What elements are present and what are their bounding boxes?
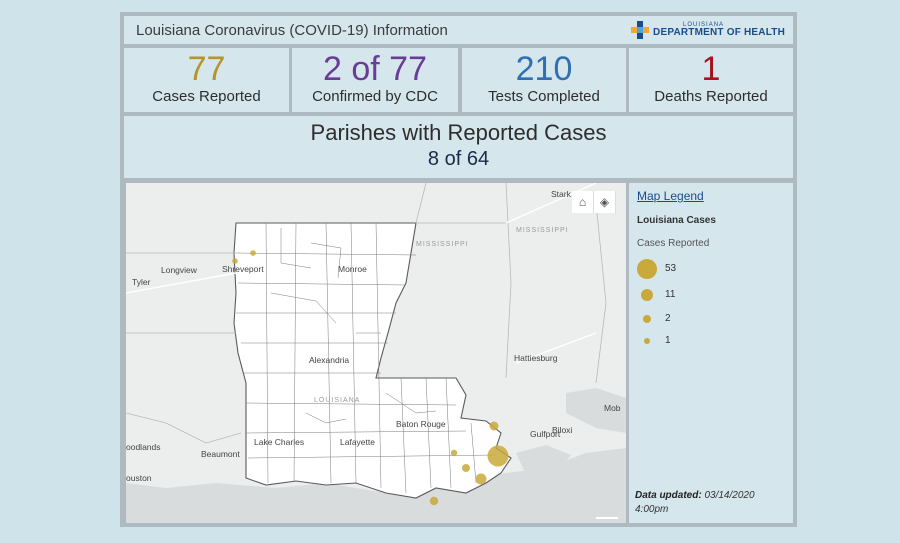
legend-dot [641,289,653,301]
map-label-louisiana: LOUISIANA [314,397,361,404]
stat-cases-reported: 77 Cases Reported [124,48,289,112]
map-view[interactable]: Stark MISSISSIPPI MISSISSIPPI Longview S… [126,183,626,523]
case-marker [450,449,458,457]
map-label-alexandria: Alexandria [309,355,350,365]
map-label-lake-charles: Lake Charles [254,437,305,447]
legend-value: 11 [665,289,676,300]
map-label-mississippi: MISSISSIPPI [516,227,569,234]
parishes-title: Parishes with Reported Cases [310,120,607,145]
legend-value: 1 [665,335,671,346]
map-label-houston: ouston [126,473,152,483]
map-label-monroe: Monroe [338,264,367,274]
case-marker [475,473,487,485]
map-label-tyler: Tyler [132,277,151,287]
case-markers [232,250,509,506]
map-label-lafayette: Lafayette [340,437,375,447]
case-marker [462,464,470,472]
legend-subtitle: Louisiana Cases [637,215,716,226]
stat-label: Cases Reported [152,88,261,105]
map-label-shreveport: Shreveport [222,264,264,274]
legend-dot [637,259,657,279]
data-updated: Data updated: 03/14/2020 4:00pm [635,489,755,517]
legend-item: 53 [629,259,793,279]
stat-value: 210 [515,50,573,88]
stat-value: 77 [187,50,226,88]
parishes-panel: Parishes with Reported Cases 8 of 64 [124,116,793,178]
map-label-stark: Stark [551,189,571,199]
map-label-biloxi: Biloxi [552,425,573,435]
logo-top-text: LOUISIANA [683,22,725,28]
legend-item: 11 [629,285,793,305]
map-label-mob: Mob [604,403,621,413]
map-label-longview: Longview [161,265,197,275]
stat-deaths-reported: 1 Deaths Reported [629,48,793,112]
case-marker [250,250,256,256]
legend-item: 1 [629,331,793,351]
map-label-beaumont: Beaumont [201,449,240,459]
home-icon[interactable]: ⌂ [572,191,594,213]
legend-item: 2 [629,309,793,329]
parishes-count: 8 of 64 [427,148,490,170]
map-legend-link[interactable]: Map Legend [637,189,704,203]
case-marker [489,421,499,431]
map-label-mississippi: MISSISSIPPI [416,241,469,248]
stat-confirmed-cdc: 2 of 77 Confirmed by CDC [292,48,458,112]
page-title: Louisiana Coronavirus (COVID-19) Informa… [136,21,448,39]
layers-icon[interactable]: ◈ [594,191,616,213]
ldh-logo: LOUISIANA DEPARTMENT OF HEALTH [631,21,785,39]
map-label-baton-rouge: Baton Rouge [396,419,446,429]
case-marker [429,496,439,506]
stat-label: Deaths Reported [654,88,768,105]
stat-value: 2 of 77 [323,50,427,88]
updated-time: 4:00pm [635,504,669,515]
stat-value: 1 [701,50,721,88]
map-label-woodlands: oodlands [126,442,161,452]
map-legend-panel: Map Legend Louisiana Cases Cases Reporte… [629,183,793,523]
header-bar: Louisiana Coronavirus (COVID-19) Informa… [124,16,793,44]
case-marker [487,445,509,467]
logo-main-text: DEPARTMENT OF HEALTH [653,27,785,38]
updated-date: 03/14/2020 [704,490,755,501]
legend-dot [644,338,650,344]
legend-cases-label: Cases Reported [637,238,710,249]
legend-value: 2 [665,313,671,324]
dashboard: Louisiana Coronavirus (COVID-19) Informa… [120,12,797,527]
map-label-gulfport: Gulfport [530,429,561,439]
case-marker [232,258,238,264]
legend-dot [643,315,651,323]
map-canvas[interactable] [126,183,626,523]
stat-tests-completed: 210 Tests Completed [462,48,626,112]
updated-label: Data updated: [635,490,702,501]
louisiana-outline [233,222,512,499]
legend-value: 53 [665,263,677,274]
ldh-cross-icon [631,21,650,39]
map-label-hattiesburg: Hattiesburg [514,353,558,363]
stat-label: Tests Completed [488,88,600,105]
stat-label: Confirmed by CDC [312,88,438,105]
